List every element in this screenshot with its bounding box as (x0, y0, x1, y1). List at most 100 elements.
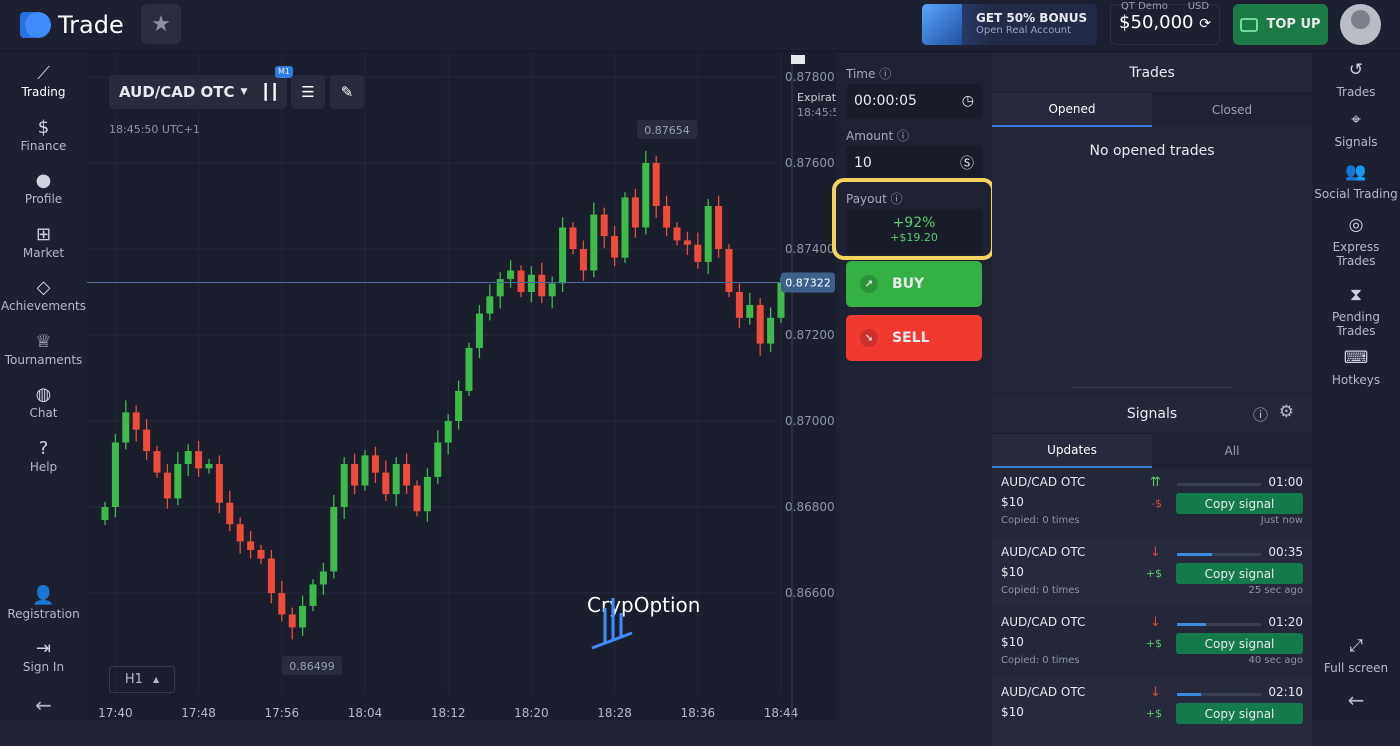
user-icon: ● (35, 170, 52, 191)
history-icon: ↺ (1348, 60, 1364, 80)
trades-title: Trades (992, 53, 1312, 93)
indicators-button[interactable]: ☰ (291, 75, 325, 109)
chart-type-button[interactable]: ┃┃ (253, 75, 287, 109)
high-price-label: 0.87654 (644, 124, 690, 137)
sidebar-item-label: Market (22, 245, 65, 260)
collapse-arrow-icon[interactable]: ← (1347, 688, 1365, 712)
buy-button[interactable]: ↗ BUY (846, 261, 982, 307)
candlestick-chart[interactable]: 0.87800 0.87600 0.87400 0.87200 0.87000 0.868… (87, 53, 836, 720)
candle-body (236, 524, 244, 542)
time-input[interactable]: 00:00:05 ◷ (846, 84, 982, 118)
right-nav-signals[interactable]: ⌖ Signals (1312, 112, 1400, 150)
price-tick-label: 0.86600 (785, 586, 835, 600)
right-nav-label: Pending Trades (1332, 310, 1380, 338)
candle-body (371, 455, 379, 473)
tab-opened[interactable]: Opened (992, 93, 1152, 127)
copy-signal-button[interactable]: Copy signal (1176, 703, 1303, 724)
candle-body (403, 464, 411, 486)
collapse-arrow-icon[interactable]: ← (35, 693, 52, 717)
account-balance[interactable]: QT Demo USD $50,000 ⟳ (1110, 1, 1220, 45)
candle-body (559, 227, 567, 284)
candle-body (538, 274, 546, 297)
trade-panel: Time ⓘ 00:00:05 ◷ Amount ⓘ 10 Ⓢ ↗ BUY ↘ SELL (836, 53, 992, 720)
signal-item: AUD/CAD OTC $10 Copied: 0 times ↓ +$ 01:… (992, 608, 1312, 676)
help-icon: ? (38, 437, 49, 459)
left-sidebar: ⟋ Trading $ Finance ● Profile ⊞ Market ◇ Achievem… (0, 53, 87, 720)
sidebar-item-label: Tournaments (4, 352, 83, 367)
candle-body (735, 292, 743, 318)
asset-selector[interactable]: AUD/CAD OTC ▼ (109, 75, 258, 109)
hourglass-icon: ⧗ (1350, 285, 1362, 305)
payout-box-highlighted: Payout ⓘ +92% +$19.20 (832, 178, 995, 260)
candle-body (226, 502, 234, 525)
copy-signal-button[interactable]: Copy signal (1176, 633, 1303, 654)
sidebar-item-chat[interactable]: ◍ Chat (0, 384, 87, 420)
tab-closed[interactable]: Closed (1152, 93, 1312, 127)
interval-selector[interactable]: H1 ▲ (109, 666, 175, 693)
candle-body (299, 605, 307, 628)
caret-down-icon: ▼ (240, 87, 248, 97)
sell-button[interactable]: ↘ SELL (846, 315, 982, 361)
signal-time: 01:20 (1268, 615, 1303, 629)
wallet-icon (1240, 17, 1259, 32)
gear-icon[interactable]: ⚙ (1278, 402, 1294, 422)
candle-body (673, 227, 681, 241)
candle-body (361, 455, 369, 486)
payout-amount: +$19.20 (890, 231, 938, 244)
drawing-tools-button[interactable]: ✎ (330, 75, 364, 109)
sidebar-item-registration[interactable]: 👤 Registration (0, 585, 87, 621)
sidebar-item-help[interactable]: ? Help (0, 438, 87, 474)
candle-body (340, 464, 348, 507)
candle-body (715, 206, 723, 249)
signal-copied: Copied: 0 times (1001, 515, 1080, 526)
sidebar-item-achievements[interactable]: ◇ Achievements (0, 277, 87, 313)
sidebar-item-finance[interactable]: $ Finance (0, 117, 87, 153)
right-nav-pending-trades[interactable]: ⧗ Pending Trades (1312, 285, 1400, 339)
sidebar-item-market[interactable]: ⊞ Market (0, 224, 87, 260)
top-up-button[interactable]: TOP UP (1233, 4, 1328, 45)
dollar-circle-icon[interactable]: Ⓢ (960, 156, 974, 172)
avatar[interactable] (1340, 4, 1381, 45)
copy-signal-button[interactable]: Copy signal (1176, 563, 1303, 584)
candle-body (777, 282, 785, 318)
right-nav-trades[interactable]: ↺ Trades (1312, 60, 1400, 100)
refresh-icon[interactable]: ⟳ (1199, 16, 1211, 32)
right-nav-express-trades[interactable]: ◎ Express Trades (1312, 217, 1400, 269)
candle-body (496, 279, 504, 297)
logo[interactable]: Trade (18, 10, 124, 40)
fullscreen-icon: ⤢ (1349, 636, 1363, 656)
low-price-tag (282, 656, 342, 675)
chart-area[interactable]: 0.87800 0.87600 0.87400 0.87200 0.87000 0.868… (87, 53, 836, 720)
bonus-banner[interactable]: GET 50% BONUS Open Real Account (922, 4, 1097, 45)
tab-updates[interactable]: Updates (992, 434, 1152, 468)
candle-body (611, 236, 619, 258)
candle-body (101, 507, 109, 520)
candle-body (153, 451, 161, 473)
interval-value: H1 (124, 672, 143, 687)
right-nav-social-trading[interactable]: 👥 Social Trading (1312, 164, 1400, 202)
help-icon[interactable]: ⓘ (1252, 406, 1268, 424)
copy-signal-button[interactable]: Copy signal (1176, 493, 1303, 514)
right-nav-hotkeys[interactable]: ⌨ Hotkeys (1312, 348, 1400, 388)
clock-icon[interactable]: ◷ (961, 93, 974, 109)
tab-all[interactable]: All (1152, 434, 1312, 468)
sidebar-item-trading[interactable]: ⟋ Trading (0, 63, 87, 99)
sidebar-item-tournaments[interactable]: ♕ Tournaments (0, 331, 87, 367)
candle-body (195, 451, 203, 469)
price-tick-label: 0.87400 (785, 242, 835, 256)
candle-body (704, 206, 712, 262)
candle-body (465, 347, 473, 391)
candle-body (621, 197, 629, 258)
favorites-star-button[interactable]: ★ (141, 4, 181, 44)
expiration-time: 18:45:5 (797, 106, 836, 119)
currency: USD (1187, 1, 1210, 12)
fullscreen-button[interactable]: ⤢ Full screen (1312, 636, 1400, 676)
sidebar-item-profile[interactable]: ● Profile (0, 170, 87, 206)
sidebar-item-sign-in[interactable]: ⇥ Sign In (0, 638, 87, 674)
empty-trades-message: No opened trades (1089, 143, 1215, 159)
signal-amount: $10 (1001, 495, 1024, 509)
keyboard-icon: ⌨ (1343, 348, 1369, 368)
candle-body (278, 593, 286, 615)
amount-input[interactable]: 10 Ⓢ (846, 146, 982, 180)
candle-body (683, 240, 691, 245)
